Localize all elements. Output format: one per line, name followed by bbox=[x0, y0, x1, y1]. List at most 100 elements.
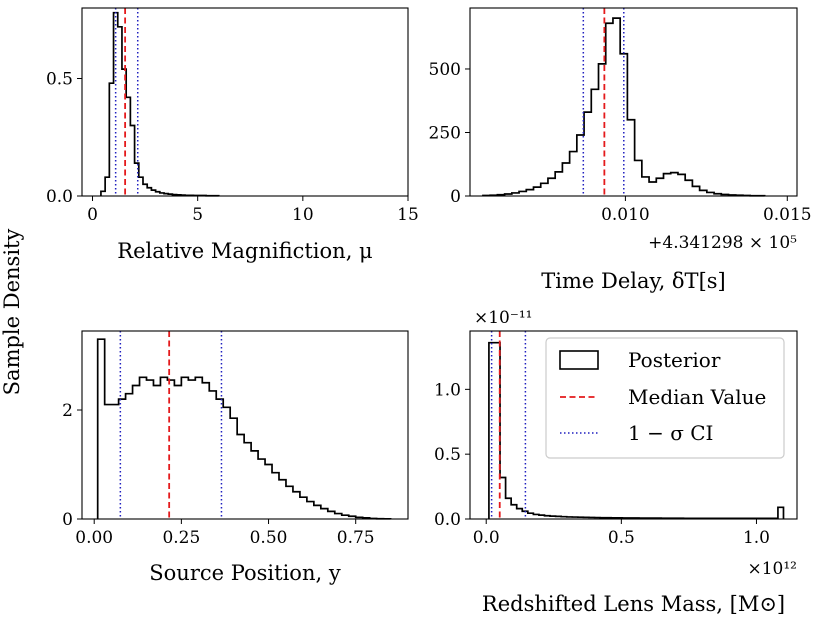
pos-bar-7 bbox=[146, 380, 154, 519]
pos-bar-21 bbox=[244, 442, 252, 519]
panel-source-position-bars bbox=[96, 331, 392, 520]
pos-bar-17 bbox=[216, 399, 224, 519]
mass-bar-14 bbox=[566, 516, 573, 519]
pos-bar-2 bbox=[111, 404, 119, 519]
mag-bar-9 bbox=[138, 177, 143, 196]
pos-bar-32 bbox=[320, 508, 328, 519]
pos-bar-24 bbox=[265, 464, 273, 519]
legend-label-ci: 1 − σ CI bbox=[628, 421, 713, 445]
mass-ytick-label-0: 0.0 bbox=[434, 510, 461, 530]
pos-xtick-label-0: 0.00 bbox=[75, 528, 113, 548]
mass-bar-2 bbox=[500, 477, 506, 519]
delay-bar-12 bbox=[569, 151, 577, 196]
delay-bar-24 bbox=[656, 178, 664, 196]
delay-bar-28 bbox=[685, 180, 693, 196]
panel-magnification: 0 5 10 15 0.0 0.5 Relative Magnifiction, μ bbox=[46, 7, 419, 263]
pos-bar-12 bbox=[181, 377, 189, 519]
delay-bar-4 bbox=[511, 192, 520, 196]
mass-xtick-label-1: 0.5 bbox=[608, 528, 635, 548]
delay-bar-31 bbox=[706, 192, 715, 196]
delay-bar-10 bbox=[555, 171, 563, 196]
mass-bar-16 bbox=[577, 517, 584, 519]
mass-bar-12 bbox=[555, 516, 562, 519]
mag-xtick-label-0: 0 bbox=[87, 205, 98, 225]
pos-bar-19 bbox=[230, 418, 238, 519]
delay-bar-9 bbox=[547, 178, 556, 196]
pos-bar-36 bbox=[348, 516, 356, 519]
panel-time-delay-bars bbox=[482, 8, 766, 197]
pos-bar-26 bbox=[278, 479, 286, 519]
mass-bar-15 bbox=[572, 517, 578, 519]
panel-source-position: 0.00 0.25 0.50 0.75 0 2 Source Position, y bbox=[62, 330, 409, 585]
pos-bar-25 bbox=[272, 472, 279, 519]
mass-ytick-label-2: 1.0 bbox=[434, 380, 461, 400]
pos-bar-34 bbox=[334, 513, 342, 519]
legend-box bbox=[545, 337, 785, 459]
mag-bar-6 bbox=[126, 97, 131, 196]
delay-bar-11 bbox=[562, 162, 570, 196]
pos-bar-22 bbox=[251, 450, 259, 519]
pos-bar-9 bbox=[160, 377, 168, 519]
panel-lens-mass-y-offset: ×10⁻¹¹ bbox=[474, 308, 532, 328]
mag-bar-0 bbox=[100, 191, 106, 196]
pos-xtick-label-1: 0.25 bbox=[162, 528, 200, 548]
panel-time-delay-ticks: 0.010 0.015 0 250 500 bbox=[429, 7, 812, 225]
mass-xtick-label-0: 0.0 bbox=[473, 528, 500, 548]
mass-bar-52 bbox=[777, 507, 784, 519]
pos-ytick-label-0: 0 bbox=[62, 510, 73, 530]
mass-axes-frame bbox=[469, 330, 798, 520]
mass-bar-11 bbox=[550, 516, 556, 519]
delay-ytick-label-2: 500 bbox=[429, 60, 461, 80]
mag-bar-4 bbox=[117, 26, 122, 196]
panel-lens-mass-ticks: 0.0 0.5 1.0 0.0 0.5 1.0 bbox=[434, 330, 798, 548]
pos-bar-28 bbox=[292, 491, 300, 519]
mass-bar-4 bbox=[511, 504, 517, 519]
delay-ytick-label-1: 250 bbox=[429, 123, 461, 143]
mass-bar-10 bbox=[544, 515, 551, 519]
mag-bar-13 bbox=[155, 191, 160, 196]
mag-bar-11 bbox=[147, 187, 152, 196]
delay-xtick-label-0: 0.010 bbox=[601, 205, 650, 225]
pos-bar-6 bbox=[139, 377, 147, 519]
delay-bar-25 bbox=[663, 173, 671, 196]
pos-hist-outline bbox=[96, 338, 392, 520]
mag-bar-15 bbox=[164, 193, 169, 196]
pos-bar-18 bbox=[223, 407, 231, 519]
pos-bar-33 bbox=[327, 511, 335, 519]
mag-bar-16 bbox=[168, 194, 173, 196]
panel-time-delay: 0.010 0.015 0 250 500 +4.341298 × 10⁵ Time D… bbox=[429, 7, 812, 293]
figure-ylabel: Sample Density bbox=[0, 229, 24, 396]
delay-ytick-label-0: 0 bbox=[450, 187, 461, 207]
delay-bar-17 bbox=[605, 23, 613, 197]
pos-bar-11 bbox=[174, 385, 182, 519]
pos-bar-27 bbox=[285, 486, 293, 519]
panel-magnification-ticks: 0 5 10 15 0.0 0.5 bbox=[46, 7, 419, 225]
delay-bar-20 bbox=[627, 119, 635, 196]
mass-bar-3 bbox=[505, 498, 512, 519]
panel-time-delay-xlabel: Time Delay, δT[s] bbox=[541, 269, 725, 293]
pos-bar-4 bbox=[125, 393, 133, 519]
pos-bar-10 bbox=[167, 380, 175, 519]
delay-bar-7 bbox=[533, 187, 541, 196]
legend-swatch-posterior bbox=[559, 350, 599, 370]
delay-bar-16 bbox=[598, 63, 606, 196]
pos-bar-35 bbox=[341, 515, 349, 519]
pos-bar-13 bbox=[188, 380, 196, 519]
mag-ytick-label-0: 0.0 bbox=[46, 187, 73, 207]
mass-bar-5 bbox=[516, 508, 523, 519]
mass-bar-8 bbox=[533, 514, 539, 519]
pos-bar-29 bbox=[299, 497, 307, 519]
mag-xtick-label-3: 15 bbox=[397, 205, 419, 225]
pos-bar-30 bbox=[306, 501, 314, 519]
delay-bar-15 bbox=[591, 89, 599, 196]
panel-magnification-xlabel: Relative Magnifiction, μ bbox=[117, 239, 372, 263]
delay-bar-23 bbox=[649, 182, 657, 196]
delay-bar-5 bbox=[519, 191, 527, 196]
mag-bar-2 bbox=[109, 83, 114, 196]
pos-bar-14 bbox=[195, 377, 203, 519]
delay-axes-frame bbox=[469, 7, 798, 197]
delay-xtick-label-1: 0.015 bbox=[763, 205, 812, 225]
delay-bar-22 bbox=[641, 176, 650, 196]
mass-bar-0 bbox=[488, 342, 495, 519]
